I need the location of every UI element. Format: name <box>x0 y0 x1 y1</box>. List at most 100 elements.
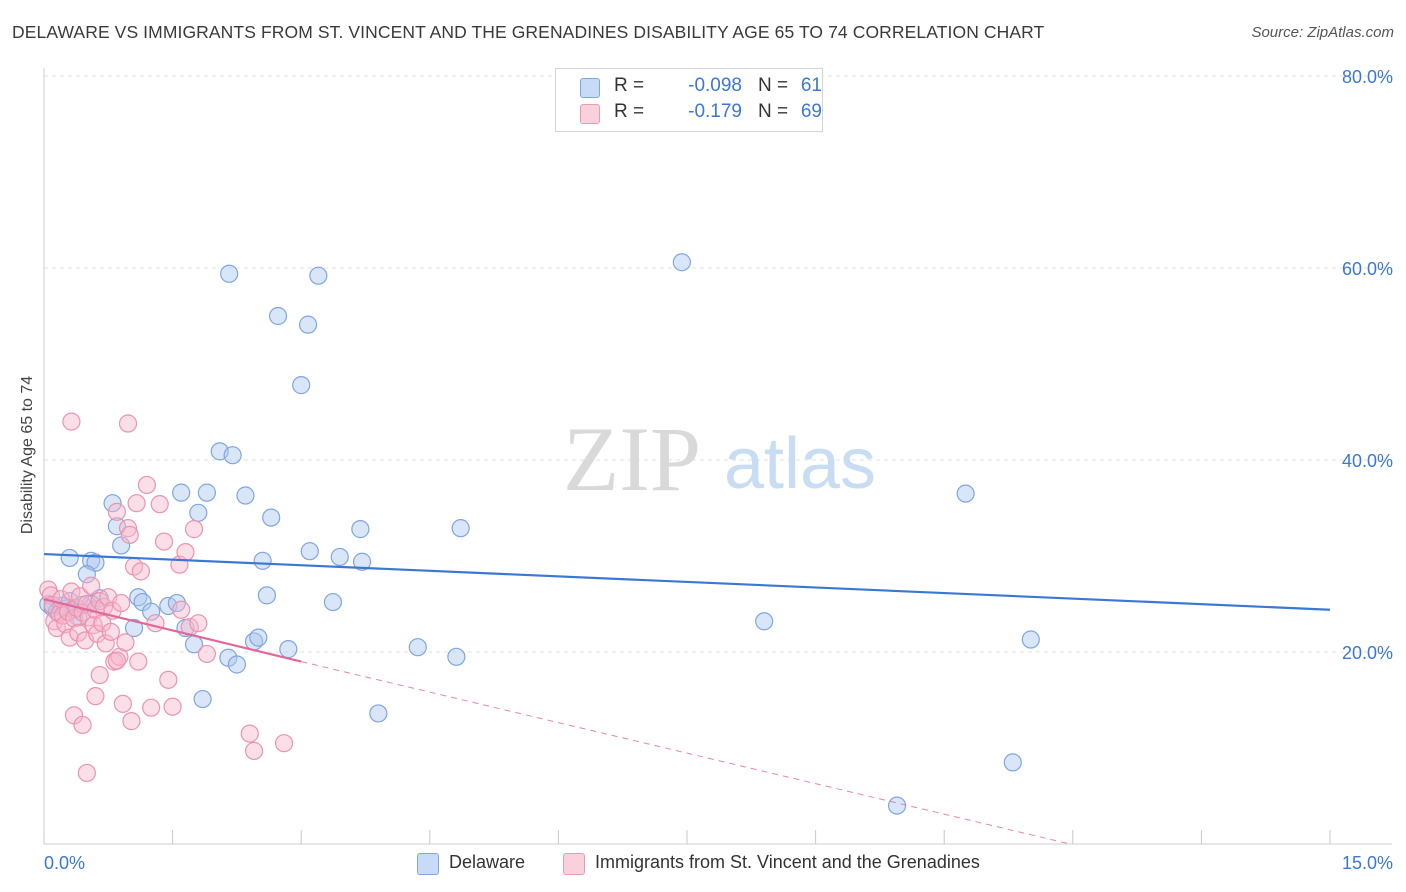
data-point <box>1021 630 1040 649</box>
data-point <box>60 628 79 647</box>
legend-swatch-blue <box>580 78 600 98</box>
data-point <box>223 446 242 465</box>
data-point <box>96 634 115 653</box>
data-point <box>262 508 281 527</box>
trend-line <box>43 598 302 663</box>
bottom-legend-label: Delaware <box>449 852 526 872</box>
data-point <box>672 253 691 272</box>
data-point <box>142 698 161 717</box>
data-point <box>184 520 204 539</box>
data-point <box>90 665 109 685</box>
data-point <box>107 502 126 521</box>
data-point <box>122 712 141 731</box>
legend-n-value: 61 <box>800 75 822 96</box>
y-tick-label: 20.0% <box>1342 643 1393 663</box>
data-point <box>298 315 318 334</box>
data-point <box>77 763 96 783</box>
legend-n-value: 69 <box>800 101 822 122</box>
axes <box>43 68 1392 845</box>
data-point <box>112 593 131 613</box>
data-point <box>227 655 246 674</box>
data-point <box>244 741 264 760</box>
legend-r-value: -0.098 <box>688 75 742 96</box>
data-point <box>82 576 101 595</box>
data-point <box>176 543 195 562</box>
data-point <box>236 486 255 505</box>
data-point <box>118 414 138 433</box>
legend-r-label: R = <box>614 75 645 96</box>
legend-r-label: R = <box>614 101 645 122</box>
data-point <box>451 519 470 538</box>
legend-n-label: N = <box>758 101 789 122</box>
data-point <box>887 796 907 815</box>
y-tick-label: 60.0% <box>1342 259 1393 279</box>
data-point <box>268 306 288 326</box>
y-tick-label: 80.0% <box>1342 67 1393 87</box>
bottom-legend-label: Immigrants from St. Vincent and the Gren… <box>595 852 980 872</box>
data-point <box>755 612 774 631</box>
data-point <box>253 551 272 570</box>
data-point <box>118 519 138 538</box>
data-point <box>408 638 427 657</box>
data-point <box>77 565 96 584</box>
data-point <box>60 548 79 568</box>
data-point <box>197 644 216 664</box>
data-point <box>240 724 259 743</box>
tick-labels: 20.0% 40.0% 60.0% 80.0% 0.0% 15.0% <box>44 67 1393 873</box>
data-point <box>129 652 148 671</box>
data-point <box>86 687 105 706</box>
data-point <box>107 651 126 670</box>
data-point <box>274 734 294 753</box>
data-point <box>323 592 343 612</box>
x-tick-label: 0.0% <box>44 853 85 873</box>
data-point <box>107 517 126 536</box>
data-point <box>116 633 135 652</box>
data-point <box>369 704 388 723</box>
trend-line <box>43 552 1331 611</box>
data-point <box>197 483 216 502</box>
data-point <box>120 525 139 544</box>
data-point <box>292 376 311 395</box>
data-point <box>159 670 178 689</box>
trend-line-extension <box>301 661 1071 845</box>
data-point <box>309 266 328 285</box>
data-point <box>249 628 268 647</box>
data-point <box>150 495 169 514</box>
data-point <box>172 600 191 619</box>
data-point <box>103 494 122 513</box>
source-label: Source: ZipAtlas.com <box>1251 24 1394 41</box>
data-point <box>113 694 132 713</box>
trend-lines <box>43 552 1331 845</box>
data-point <box>62 582 81 601</box>
data-point <box>352 552 372 571</box>
data-point <box>300 542 319 561</box>
data-point <box>142 602 161 621</box>
data-point <box>330 547 349 567</box>
data-point <box>956 484 975 503</box>
grid-lines <box>44 75 1392 653</box>
legend-n-label: N = <box>758 75 789 96</box>
chart-title: DELAWARE VS IMMIGRANTS FROM ST. VINCENT … <box>12 22 1045 42</box>
data-point <box>189 503 208 522</box>
legend-r-value: -0.179 <box>688 101 742 122</box>
x-tick-label: 15.0% <box>1342 853 1393 873</box>
bottom-legend-swatch-blue <box>417 853 439 875</box>
data-point <box>101 622 120 641</box>
data-point <box>279 640 298 659</box>
data-point <box>94 597 114 616</box>
data-point <box>131 562 150 581</box>
data-point <box>193 689 212 709</box>
legend-swatch-pink <box>580 104 600 124</box>
data-point <box>154 532 174 551</box>
bottom-legend-swatch-pink <box>563 853 585 875</box>
correlation-legend: R = -0.098 N = 61 R = -0.179 N = 69 <box>555 68 823 132</box>
data-point <box>124 618 144 638</box>
data-point <box>257 586 277 605</box>
data-point <box>137 475 156 495</box>
data-point <box>146 614 165 633</box>
y-axis-label: Disability Age 65 to 74 <box>19 375 36 535</box>
data-point <box>220 264 239 283</box>
watermark-atlas: atlas <box>724 424 876 504</box>
data-point <box>127 494 146 513</box>
